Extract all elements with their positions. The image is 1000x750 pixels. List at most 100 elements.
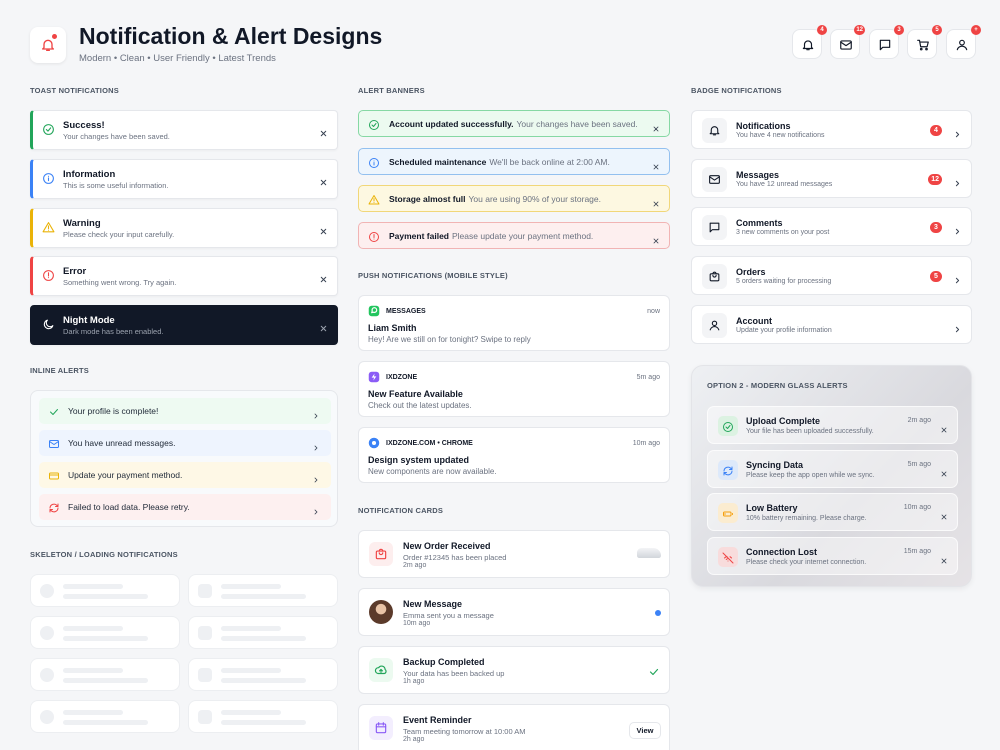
icon-box [702,215,727,240]
badge-row[interactable]: Comments 3 new comments on your post 3 [691,207,972,246]
count-badge: 12 [928,174,942,185]
header-icon-button[interactable]: 12 [830,25,865,59]
header-icon-button[interactable]: 3 [869,25,904,59]
alert-banner: Scheduled maintenance We'll be back onlin… [358,148,670,175]
banner-line: Scheduled maintenance We'll be back onlin… [389,157,610,167]
skeleton-card [30,574,180,607]
icon [48,501,60,513]
badge: 5 [932,25,942,35]
icon-box [702,264,727,289]
close-button[interactable] [652,158,660,170]
card-title: New Order Received [403,541,491,551]
glass-time: 15m ago [903,547,931,555]
section-heading: INLINE ALERTS [30,366,89,375]
badge-text: 5 orders waiting for processing [736,278,832,285]
icon [42,123,55,136]
close-button[interactable] [940,465,948,476]
toast-text: This is some useful information. [63,181,169,190]
close-button[interactable] [652,232,660,244]
banner-title: Payment failed [389,231,449,241]
icon [42,172,55,185]
icon [374,721,388,735]
icon [40,37,56,53]
close-button[interactable] [940,552,948,563]
notification-card: New Message Emma sent you a message 10m ag… [358,588,670,636]
badge-row[interactable]: Account Update your profile information [691,305,972,344]
icon-box [718,416,738,436]
glass-title: Syncing Data [746,459,804,470]
icon [955,38,969,52]
close-button[interactable] [319,320,328,332]
toast-title: Night Mode [63,315,115,326]
view-button[interactable]: View [629,722,661,739]
push-title: New Feature Available [368,389,463,399]
push-app: IXDZONE [386,374,418,381]
icon [374,547,388,561]
card-text: Emma sent you a message [403,611,494,620]
dot [52,34,57,39]
toast-title: Error [63,266,87,277]
inline-alert[interactable]: Update your payment method. [39,462,331,488]
inline-alert[interactable]: You have unread messages. [39,430,331,456]
close-button[interactable] [319,271,328,283]
skeleton-card [188,658,338,691]
alert-banner: Payment failed Please update your payment… [358,222,670,249]
close-button[interactable] [652,120,660,132]
section-heading: TOAST NOTIFICATIONS [30,86,119,95]
icon [708,270,721,283]
badge: 4 [817,25,827,35]
badge-row[interactable]: Notifications You have 4 new notification… [691,110,972,149]
close-button[interactable] [940,421,948,433]
close-button[interactable] [319,223,328,235]
icon [312,503,320,515]
icon [312,439,320,451]
icon [839,38,853,52]
toast: Information This is some useful informati… [30,159,338,199]
card-text: Team meeting tomorrow at 10:00 AM [403,727,526,736]
title: Notification & Alert Designs [79,23,383,49]
glass-time: 10m ago [903,504,931,511]
inline-alert[interactable]: Failed to load data. Please retry. [39,494,331,520]
icon [48,405,60,417]
toast-text: Something went wrong. Try again. [63,278,177,287]
close-button[interactable] [652,195,660,207]
card-time: 2h ago [403,736,425,743]
toast: Warning Please check your input carefully… [30,208,338,248]
push-text: Check out the latest updates. [368,401,472,410]
inline-alert[interactable]: Your profile is complete! [39,398,331,424]
icon-box [369,716,393,740]
close-button[interactable] [319,125,328,137]
badge-row[interactable]: Orders 5 orders waiting for processing 5 [691,256,972,295]
banner-line: Payment failed Please update your payment… [389,231,593,241]
glass-alert: Syncing Data Please keep the app open whi… [707,449,958,488]
header-icon-button[interactable]: + [946,25,981,59]
close-button[interactable] [940,508,948,520]
icon [648,665,660,677]
toast-title: Information [63,169,116,180]
banner-line: Storage almost full You are using 90% of … [389,194,601,204]
badge-title: Account [736,316,772,326]
notification-card: Backup Completed Your data has been backe… [358,646,670,694]
header-icon-button[interactable]: 5 [907,25,942,59]
close-button[interactable] [319,174,328,186]
alert-banner: Storage almost full You are using 90% of … [358,185,670,212]
skeleton-card [30,658,180,691]
badge-row[interactable]: Messages You have 12 unread messages 12 [691,159,972,198]
count-badge: 3 [930,222,942,233]
inline-alert-text: Your profile is complete! [68,406,159,416]
badge-title: Comments [736,218,783,228]
section-heading: ALERT BANNERS [358,86,425,95]
icon [708,319,721,332]
header-icon-button[interactable]: 4 [792,25,827,59]
push-text: Hey! Are we still on for tonight? Swipe … [368,335,531,344]
badge: 3 [894,25,904,35]
icon [374,663,388,677]
glass-panel: OPTION 2 - MODERN GLASS ALERTS Upload Com… [691,365,972,587]
icon [878,38,892,52]
icon [801,38,815,52]
banner-text: Please update your payment method. [452,231,594,241]
alert-banner: Account updated successfully. Your change… [358,110,670,137]
toast: Error Something went wrong. Try again. [30,256,338,296]
icon-box [702,167,727,192]
glass-heading: OPTION 2 - MODERN GLASS ALERTS [707,381,848,390]
